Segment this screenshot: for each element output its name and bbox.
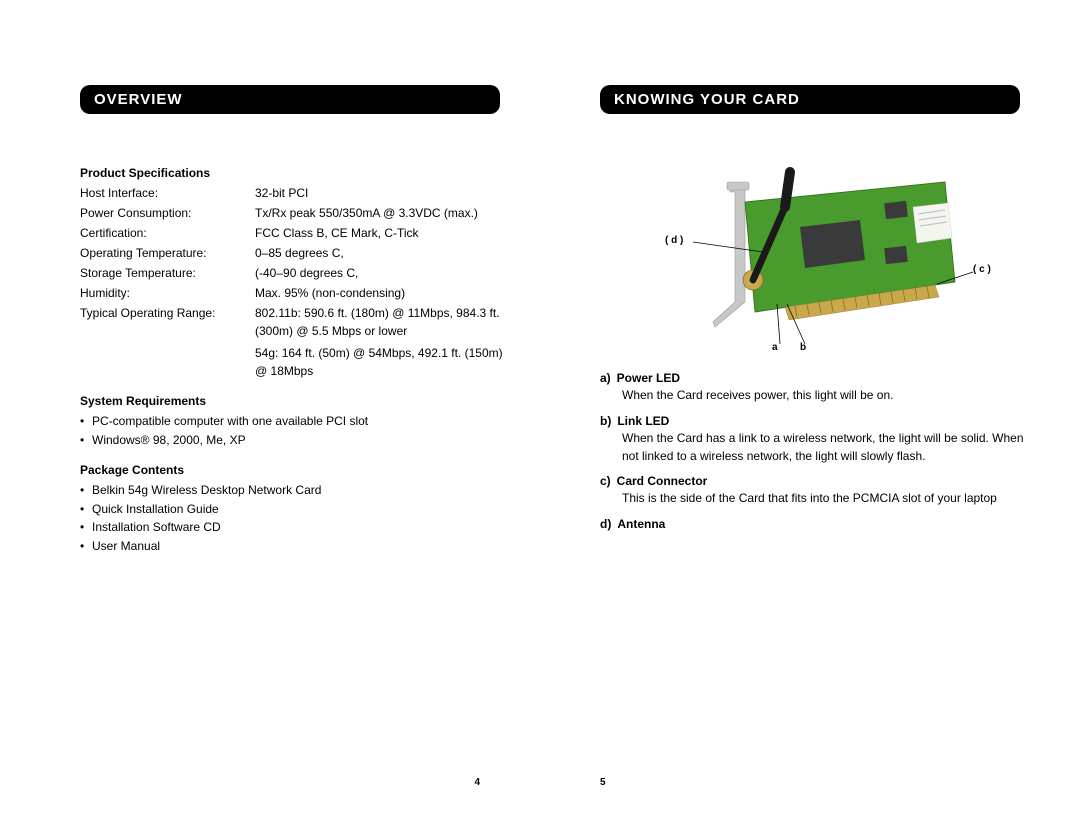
components-list: a)Power LED When the Card receives power… <box>600 370 1030 533</box>
list-item: Windows® 98, 2000, Me, XP <box>80 431 510 450</box>
sysreq-list: PC-compatible computer with one availabl… <box>80 412 510 449</box>
pci-card-illustration <box>635 152 995 352</box>
page-overview: OVERVIEW Product Specifications Host Int… <box>0 0 540 834</box>
overview-header: OVERVIEW <box>80 85 500 114</box>
list-item: PC-compatible computer with one availabl… <box>80 412 510 431</box>
callout-d: ( d ) <box>665 235 683 246</box>
spec-row: 54g: 164 ft. (50m) @ 54Mbps, 492.1 ft. (… <box>80 344 510 380</box>
callout-b: b <box>800 342 806 353</box>
card-diagram: ( d ) ( c ) a b <box>635 152 995 352</box>
list-item: Installation Software CD <box>80 518 510 537</box>
page-knowing-card: KNOWING YOUR CARD <box>540 0 1080 834</box>
list-item: Belkin 54g Wireless Desktop Network Card <box>80 481 510 500</box>
page-number: 4 <box>474 777 480 788</box>
spec-row: Certification:FCC Class B, CE Mark, C-Ti… <box>80 224 510 242</box>
knowing-card-header: KNOWING YOUR CARD <box>600 85 1020 114</box>
spec-row: Storage Temperature:(-40–90 degrees C, <box>80 264 510 282</box>
component-item: d)Antenna <box>600 516 1030 533</box>
list-item: User Manual <box>80 537 510 556</box>
product-specs-title: Product Specifications <box>80 166 510 180</box>
page-number: 5 <box>600 777 606 788</box>
component-item: a)Power LED When the Card receives power… <box>600 370 1030 405</box>
list-item: Quick Installation Guide <box>80 500 510 519</box>
pkg-list: Belkin 54g Wireless Desktop Network Card… <box>80 481 510 555</box>
component-item: c)Card Connector This is the side of the… <box>600 473 1030 508</box>
spec-row: Typical Operating Range:802.11b: 590.6 f… <box>80 304 510 340</box>
component-item: b)Link LED When the Card has a link to a… <box>600 413 1030 465</box>
spec-row: Host Interface:32-bit PCI <box>80 184 510 202</box>
spec-row: Operating Temperature:0–85 degrees C, <box>80 244 510 262</box>
pkg-title: Package Contents <box>80 463 510 477</box>
spec-row: Humidity:Max. 95% (non-condensing) <box>80 284 510 302</box>
callout-a: a <box>772 342 778 353</box>
specs-table: Host Interface:32-bit PCI Power Consumpt… <box>80 184 510 380</box>
sysreq-title: System Requirements <box>80 394 510 408</box>
spec-row: Power Consumption:Tx/Rx peak 550/350mA @… <box>80 204 510 222</box>
callout-c: ( c ) <box>973 264 991 275</box>
